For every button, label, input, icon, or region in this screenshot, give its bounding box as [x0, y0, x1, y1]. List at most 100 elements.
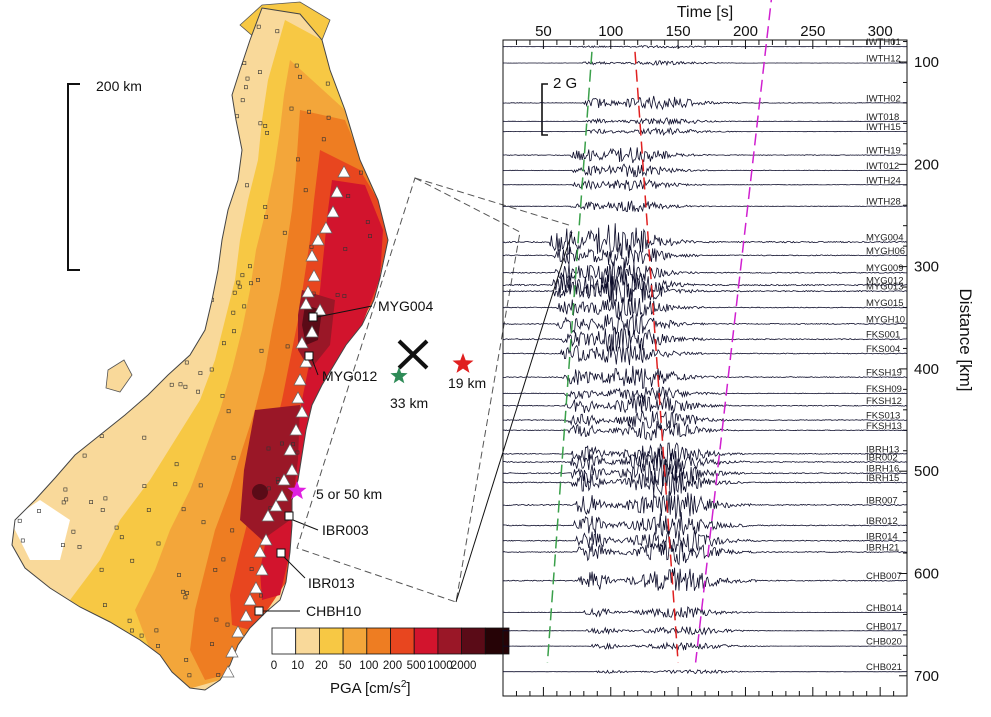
station-marker [232, 329, 236, 334]
trace-station-label: CHB014 [866, 603, 902, 614]
station-marker [226, 409, 231, 414]
station-marker [275, 477, 280, 482]
station-marker [47, 252, 52, 257]
waveform-trace [502, 261, 907, 286]
station-triangle [295, 336, 309, 349]
station-marker [60, 277, 65, 282]
station-marker [349, 475, 354, 480]
station-marker [46, 113, 51, 117]
colorbar-swatch [366, 627, 391, 655]
station-marker [263, 205, 268, 209]
labelled-station-myg012: MYG012 [304, 351, 377, 384]
station-marker [197, 53, 202, 58]
waveform-trace [502, 365, 907, 389]
station-marker [177, 69, 182, 74]
colorbar-swatch [390, 627, 415, 655]
zoom-connector-top [414, 177, 573, 227]
station-marker [328, 515, 333, 520]
station-marker [131, 227, 136, 232]
station-marker [138, 241, 142, 246]
station-marker [33, 251, 38, 256]
station-marker [127, 618, 132, 623]
station-marker [112, 175, 117, 180]
trace-station-label: FKSH12 [866, 396, 902, 407]
station-marker [104, 364, 109, 369]
colorbar-tick-label: 10 [291, 660, 304, 672]
station-marker [279, 441, 284, 446]
colorbar-tick-label: 100 [359, 660, 378, 672]
station-marker [45, 64, 50, 69]
station-marker [186, 185, 191, 190]
station-marker [169, 382, 174, 387]
station-triangle [305, 325, 319, 338]
station-marker [181, 309, 186, 314]
station-triangle [285, 463, 299, 476]
distance-tick-label: 400 [914, 361, 939, 378]
sado-island [105, 359, 133, 393]
station-marker [345, 394, 350, 399]
station-marker [176, 346, 181, 351]
station-marker [249, 567, 254, 572]
station-triangle [305, 249, 319, 262]
trace-station-label: IWT012 [866, 161, 899, 172]
station-marker [236, 280, 241, 285]
labelled-station-myg004: MYG004 [308, 298, 433, 322]
station-marker [100, 508, 105, 512]
station-marker [342, 294, 347, 298]
station-marker [265, 131, 270, 135]
waveform-trace [502, 242, 907, 269]
station-marker [335, 293, 340, 297]
station-marker [184, 360, 189, 365]
station-marker [221, 557, 226, 562]
station-marker [44, 114, 49, 119]
station-marker [113, 650, 118, 655]
record-section: Time [s] Distance [km] 50 100 150 200 250 300… [502, 0, 975, 697]
colorbar-swatch [437, 627, 462, 655]
waveform-trace [502, 459, 907, 487]
station-triangle [319, 221, 333, 234]
trace-station-label: IWTH28 [866, 197, 901, 208]
station-marker [369, 359, 374, 364]
distance-tick-label: 700 [914, 668, 939, 685]
trace-station-label: CHB007 [866, 571, 902, 582]
station-marker [275, 29, 280, 34]
station-marker [374, 385, 379, 390]
station-triangle [283, 443, 297, 456]
waveform-trace [503, 669, 907, 675]
station-marker [59, 234, 64, 239]
station-marker [222, 341, 226, 346]
waveform-trace [502, 395, 907, 414]
time-tick-label: 100 [598, 23, 623, 40]
station-marker [154, 628, 159, 633]
station-marker [137, 37, 141, 42]
trace-station-label: IBRH16 [866, 464, 899, 475]
station-marker [119, 535, 124, 540]
station-marker [17, 518, 22, 523]
station-triangle [301, 285, 315, 298]
station-marker [116, 252, 121, 257]
station-marker [256, 24, 261, 29]
station-marker [164, 167, 169, 171]
station-marker [240, 98, 245, 103]
trace-station-label: FKSH09 [866, 384, 902, 395]
station-marker [77, 670, 82, 675]
colorbar-swatch [271, 627, 297, 655]
station-marker [142, 435, 147, 440]
station-marker [146, 508, 151, 512]
station-marker [214, 54, 219, 59]
station-label: MYG012 [322, 368, 377, 384]
station-triangle [311, 233, 325, 246]
station-triangle [231, 625, 245, 638]
record-section-stations-layer [221, 165, 351, 678]
station-marker [99, 215, 104, 219]
velocity-line [546, 51, 593, 663]
station-triangle [221, 665, 235, 678]
station-marker [46, 127, 51, 132]
waveform-trace [502, 410, 907, 430]
station-marker [245, 76, 250, 81]
station-marker [225, 622, 230, 627]
station-marker [332, 658, 337, 663]
station-marker [59, 312, 64, 317]
station-marker [46, 158, 51, 163]
station-marker [155, 79, 160, 84]
